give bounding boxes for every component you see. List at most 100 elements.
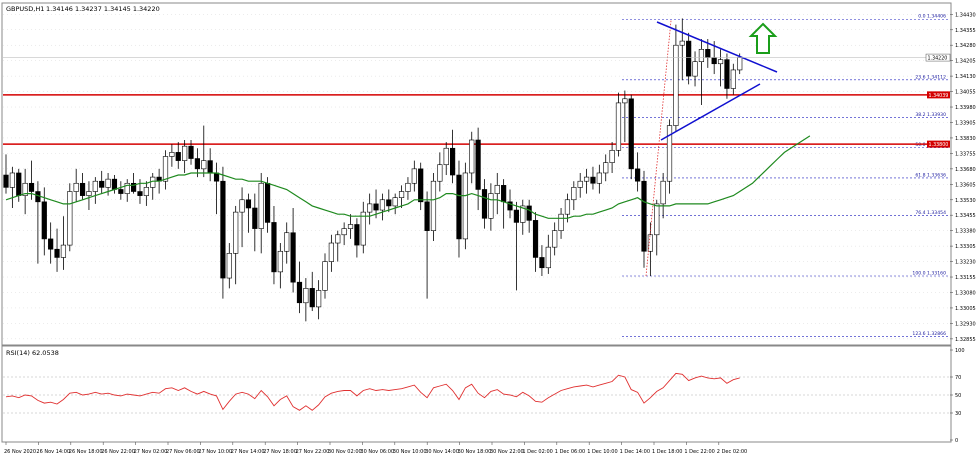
bearish-candle	[271, 222, 277, 273]
price-tick-label: 1.34055	[955, 90, 976, 96]
fib-swing-line	[645, 19, 672, 277]
bearish-candle	[532, 220, 539, 258]
bearish-candle	[118, 189, 124, 194]
bullish-candle	[717, 59, 724, 65]
price-tick-label: 1.33005	[955, 306, 976, 312]
price-tick-label: 1.33380	[955, 229, 976, 235]
bullish-candle	[737, 57, 743, 71]
bearish-candle	[539, 257, 545, 269]
bullish-candle	[92, 180, 98, 192]
bullish-candle	[277, 250, 283, 273]
current-price-label: 1.34220	[928, 56, 948, 62]
time-tick-label: 1 Dec 14:00	[620, 449, 650, 455]
time-tick-label: 30 Nov 06:00	[360, 449, 394, 455]
time-tick-label: 27 Nov 02:00	[134, 449, 168, 455]
annotations: 1.34220	[3, 19, 951, 277]
fib-level-label: 100.0 1.33160	[912, 271, 946, 277]
price-tick-label: 1.34430	[955, 12, 976, 18]
time-tick-label: 2 Dec 02:00	[717, 449, 747, 455]
bullish-candle	[67, 191, 73, 246]
bullish-candle	[654, 203, 660, 236]
bullish-candle	[583, 176, 590, 182]
bearish-candle	[418, 168, 424, 203]
fib-level-label: 123.6 1.32866	[912, 331, 946, 337]
time-tick-label: 1 Dec 10:00	[587, 449, 617, 455]
bearish-candle	[449, 147, 456, 176]
fib-level-label: 0.0 1.34406	[918, 14, 946, 20]
bearish-candle	[354, 224, 360, 246]
current-price-box	[925, 53, 951, 62]
price-tick-label: 1.33230	[955, 260, 976, 266]
bullish-candle	[488, 193, 494, 219]
bearish-candle	[131, 182, 137, 192]
bullish-candle	[398, 191, 405, 198]
price-tick-label: 1.33755	[955, 151, 976, 157]
price-tick-label: 1.33830	[955, 136, 976, 142]
triangle-upper-trendline	[656, 21, 778, 73]
bearish-candle	[424, 201, 430, 231]
time-tick-label: 1 Dec 06:00	[555, 449, 585, 455]
bearish-candle	[711, 57, 717, 65]
bearish-candle	[475, 139, 481, 190]
bearish-candle	[705, 49, 711, 58]
bearish-candle	[373, 203, 379, 211]
bullish-candle	[462, 172, 468, 240]
time-tick-label: 26 Nov 18:00	[69, 449, 103, 455]
bearish-candle	[207, 160, 213, 174]
time-tick-label: 26 Nov 22:00	[101, 449, 135, 455]
bullish-candle	[226, 253, 232, 279]
up-arrow-icon	[748, 22, 778, 54]
rsi-indicator: 100 70 50 30 0	[3, 348, 965, 444]
bullish-candle	[603, 162, 609, 174]
time-tick-label: 27 Nov 18:00	[263, 449, 297, 455]
bullish-candle	[322, 261, 328, 291]
bearish-candle	[3, 174, 9, 188]
bearish-candle	[28, 182, 35, 192]
bullish-candle	[679, 40, 685, 46]
bearish-candle	[724, 59, 730, 89]
bearish-candle	[456, 174, 462, 240]
bearish-candle	[252, 207, 258, 229]
bullish-candle	[201, 160, 207, 170]
bearish-candle	[309, 288, 315, 308]
bullish-candle	[379, 199, 386, 211]
bullish-candle	[596, 172, 602, 184]
bullish-candle	[105, 178, 111, 188]
bearish-candle	[641, 180, 647, 252]
rsi-tick-label: 30	[955, 411, 961, 417]
bearish-candle	[296, 281, 303, 304]
time-tick-label: 1 Dec 22:00	[684, 449, 714, 455]
time-tick-label: 27 Nov 10:00	[198, 449, 232, 455]
chart-header-symbol: GBPUSD,H1	[6, 5, 44, 13]
bearish-candle	[245, 199, 252, 209]
bearish-candle	[175, 152, 181, 161]
resistance-price-box	[927, 140, 950, 148]
bullish-candle	[347, 224, 354, 229]
bullish-candle	[469, 139, 475, 174]
bullish-candle	[673, 44, 679, 126]
time-tick-label: 30 Nov 02:00	[328, 449, 362, 455]
bullish-candle	[328, 242, 334, 262]
moving-average-line	[5, 135, 811, 219]
time-tick-label: 26 Nov 2020	[4, 449, 36, 455]
bullish-candle	[698, 49, 705, 62]
bearish-candle	[501, 185, 507, 203]
bullish-candle	[360, 211, 366, 246]
bullish-candle	[335, 234, 341, 244]
time-tick-label: 27 Nov 06:00	[166, 449, 200, 455]
rsi-pane-frame	[1, 345, 952, 443]
bullish-candle	[666, 125, 673, 182]
bearish-candle	[590, 176, 596, 184]
price-tick-label: 1.34130	[955, 74, 976, 80]
resistance-price-label: 1.33800	[929, 142, 949, 148]
bearish-candle	[220, 180, 226, 279]
time-tick-label: 26 Nov 14:00	[36, 449, 70, 455]
bullish-candle	[430, 180, 437, 231]
fib-level-label: 38.2 1.33930	[915, 112, 946, 118]
bearish-candle	[41, 201, 47, 240]
bullish-candle	[609, 150, 615, 163]
price-tick-label: 1.33530	[955, 198, 976, 204]
